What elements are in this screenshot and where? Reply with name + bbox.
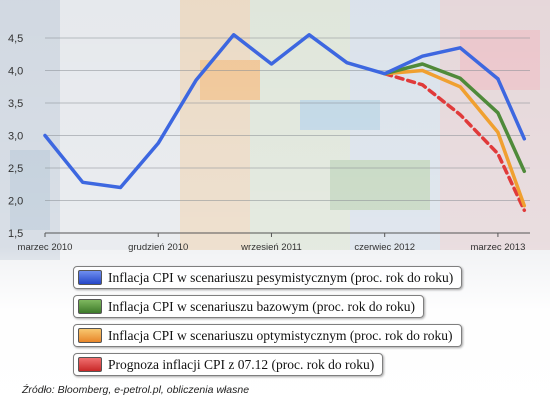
y-tick-label: 3,0 bbox=[8, 131, 23, 143]
series-line-4 bbox=[382, 71, 527, 213]
y-tick-label: 1,5 bbox=[8, 228, 23, 240]
legend-swatch-orange bbox=[78, 328, 102, 343]
x-tick-label: wrzesień 2011 bbox=[240, 242, 302, 253]
legend: Inflacja CPI w scenariuszu pesymistyczny… bbox=[73, 266, 513, 382]
y-axis: 4,5 4,0 3,5 3,0 2,5 2,0 1,5 bbox=[8, 33, 23, 240]
legend-label: Inflacja CPI w scenariuszu bazowym (proc… bbox=[108, 298, 416, 314]
series bbox=[43, 33, 527, 213]
legend-label: Inflacja CPI w scenariuszu pesymistyczny… bbox=[108, 269, 454, 285]
grid bbox=[45, 37, 530, 234]
series-line-1 bbox=[496, 77, 527, 141]
y-tick-label: 4,0 bbox=[8, 66, 23, 78]
legend-label: Inflacja CPI w scenariuszu optymistyczny… bbox=[108, 327, 453, 343]
x-tick-label: grudzień 2010 bbox=[128, 242, 188, 253]
series-line-2 bbox=[382, 62, 527, 174]
y-tick-label: 2,5 bbox=[8, 163, 23, 175]
y-tick-label: 3,5 bbox=[8, 98, 23, 110]
x-tick-label: czerwiec 2012 bbox=[354, 242, 415, 253]
x-axis: marzec 2010 grudzień 2010 wrzesień 2011 cze… bbox=[18, 232, 530, 253]
series-line-3 bbox=[382, 68, 527, 208]
legend-item-optymistyczny: Inflacja CPI w scenariuszu optymistyczny… bbox=[73, 324, 462, 347]
y-tick-label: 4,5 bbox=[8, 33, 23, 45]
legend-item-prognoza: Prognoza inflacji CPI z 07.12 (proc. rok… bbox=[73, 353, 384, 376]
legend-swatch-green bbox=[78, 299, 102, 314]
legend-swatch-red bbox=[78, 357, 102, 372]
y-tick-label: 2,0 bbox=[8, 196, 23, 208]
legend-item-bazowy: Inflacja CPI w scenariuszu bazowym (proc… bbox=[73, 295, 425, 318]
legend-item-pesymistyczny: Inflacja CPI w scenariuszu pesymistyczny… bbox=[73, 266, 463, 289]
series-line-0 bbox=[43, 33, 500, 190]
source-note: Źródło: Bloomberg, e-petrol.pl, obliczen… bbox=[22, 384, 250, 396]
x-tick-label: marzec 2013 bbox=[470, 242, 525, 253]
x-tick-label: marzec 2010 bbox=[18, 242, 73, 253]
legend-label: Prognoza inflacji CPI z 07.12 (proc. rok… bbox=[108, 356, 375, 372]
legend-swatch-blue bbox=[78, 270, 102, 285]
